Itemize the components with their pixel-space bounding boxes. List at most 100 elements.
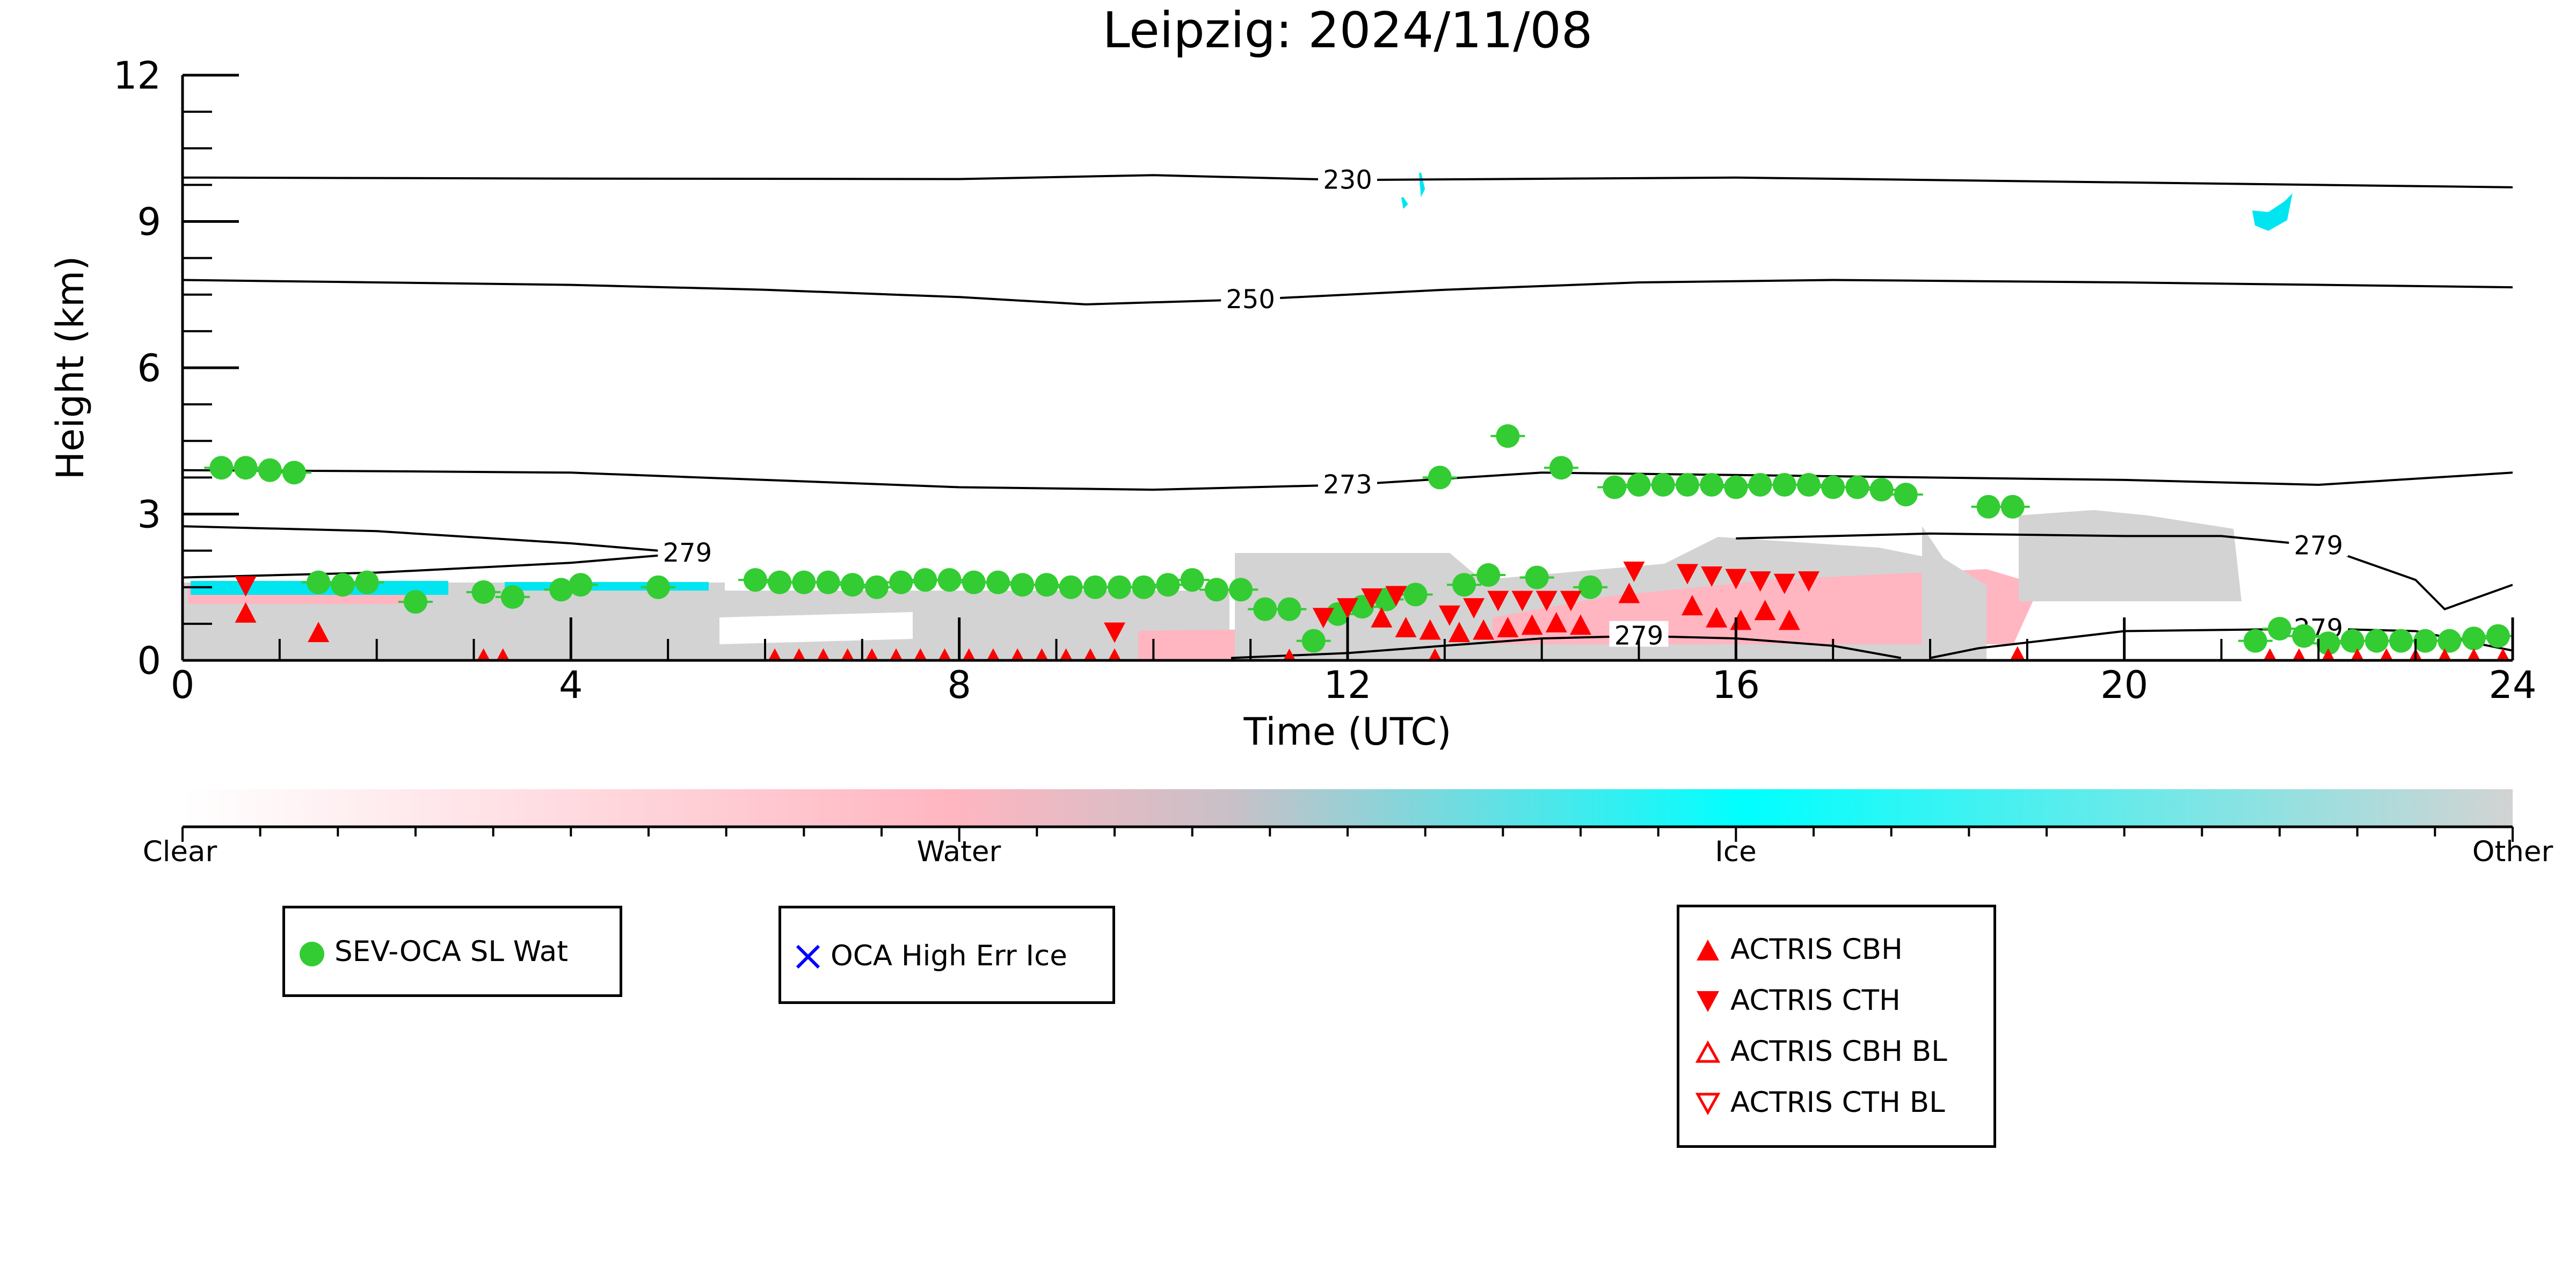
actris-cbh-bl-point — [496, 648, 510, 660]
sev-oca-sl-wat-point — [1894, 483, 1918, 507]
actris-cbh-bl-point — [792, 648, 806, 660]
sev-oca-sl-wat-point — [500, 585, 525, 609]
actris-cbh-point — [1570, 614, 1591, 635]
actris-cbh-point — [235, 602, 257, 623]
x-tick-label: 16 — [1712, 663, 1760, 707]
sev-oca-sl-wat-point — [1010, 573, 1035, 597]
sev-oca-sl-wat-point — [2292, 624, 2316, 648]
actris-cbh-bl-point — [1059, 648, 1073, 660]
actris-cbh-point — [1618, 583, 1640, 603]
legend-blue-x-marker — [796, 944, 820, 969]
legend-label-sev-oca: SEV-OCA SL Wat — [334, 935, 568, 968]
actris-cth-point — [1438, 605, 1460, 626]
colorbar-label-ice: Ice — [1715, 835, 1756, 868]
actris-cbh-point — [1681, 595, 1703, 616]
sev-oca-sl-wat-point — [2340, 629, 2364, 653]
actris-cth-point — [1312, 608, 1334, 629]
sev-oca-sl-wat-point — [864, 575, 889, 599]
sev-oca-sl-wat-point — [2243, 629, 2267, 653]
actris-cbh-bl-point — [2351, 648, 2364, 660]
sev-oca-sl-wat-point — [1229, 578, 1253, 602]
x-tick-label: 20 — [2100, 663, 2148, 707]
colorbar-label-clear: Clear — [143, 835, 217, 868]
sev-oca-sl-wat-point — [1277, 597, 1301, 621]
actris-cbh-bl-point — [1035, 648, 1049, 660]
sev-oca-sl-wat-point — [258, 458, 282, 482]
legend-actris: ACTRIS CBH ACTRIS CTH ACTRIS CBH BL ACTR… — [1677, 905, 1996, 1148]
contour-label-background — [2289, 530, 2348, 557]
sev-oca-sl-wat-point — [646, 575, 671, 599]
actris-cth-point — [1623, 561, 1645, 582]
sev-oca-sl-wat-point — [471, 580, 496, 604]
actris-cbh-bl-point — [768, 648, 782, 660]
y-tick-label: 6 — [137, 346, 161, 390]
sev-oca-sl-wat-point — [2364, 629, 2389, 653]
sev-oca-sl-wat-point — [1301, 629, 1326, 653]
x-tick-label: 12 — [1323, 663, 1371, 707]
legend-label-oca-high-err: OCA High Err Ice — [831, 940, 1067, 972]
mask-other-band-4 — [1922, 526, 1986, 660]
sev-oca-sl-wat-point — [1180, 568, 1204, 592]
actris-cbh-point — [1283, 649, 1296, 660]
sev-oca-sl-wat-point — [1724, 475, 1748, 499]
sev-oca-sl-wat-point — [1772, 473, 1796, 497]
legend-cbh-bl-marker — [1695, 1040, 1721, 1063]
actris-cbh-bl-point — [1108, 648, 1122, 660]
actris-cth-point — [1487, 591, 1509, 612]
actris-cbh-bl-point — [2379, 648, 2393, 660]
contour-line — [183, 174, 2513, 188]
actris-cbh-point — [1497, 616, 1519, 637]
legend-green-circle-marker — [300, 942, 324, 966]
sev-oca-sl-wat-point — [404, 590, 427, 614]
actris-cth-point — [1560, 591, 1582, 612]
sev-oca-sl-wat-point — [2268, 616, 2291, 641]
contour-line — [183, 279, 2513, 305]
legend-label-cth-bl: ACTRIS CTH BL — [1730, 1086, 1945, 1119]
mask-ice-upper-1 — [2252, 193, 2293, 231]
x-tick-label: 4 — [559, 663, 583, 707]
mask-clear-gaps — [719, 612, 913, 644]
sev-oca-sl-wat-point — [1525, 565, 1549, 590]
x-tick-label: 8 — [947, 663, 971, 707]
sev-oca-sl-wat-point — [1549, 456, 1573, 480]
sev-oca-sl-wat-point — [2437, 629, 2462, 653]
actris-cbh-bl-point — [2263, 648, 2276, 660]
sev-oca-sl-wat-point — [1675, 473, 1699, 497]
contour-label-background — [1318, 470, 1377, 496]
actris-cbh-bl-point — [938, 648, 951, 660]
sev-oca-sl-wat-point — [307, 570, 331, 594]
legend-label-cth: ACTRIS CTH — [1730, 984, 1901, 1017]
y-tick-label: 12 — [113, 54, 161, 98]
colorbar-label-other: Other — [2472, 835, 2553, 868]
contour-label-background — [1221, 284, 1280, 310]
contour-label: 279 — [663, 538, 712, 568]
mask-ice-upper-2 — [1401, 172, 1425, 209]
contour-label-background — [658, 538, 717, 564]
sev-oca-sl-wat-point — [2000, 494, 2025, 519]
sev-oca-sl-wat-point — [1204, 578, 1228, 602]
actris-cbh-point — [1706, 607, 1728, 628]
actris-cbh-bl-point — [2467, 648, 2480, 660]
actris-cbh-point — [1545, 612, 1567, 632]
actris-cbh-point — [1473, 619, 1495, 640]
sev-oca-sl-wat-point — [1476, 563, 1501, 587]
legend-cbh-marker — [1697, 940, 1719, 960]
sev-oca-sl-wat-point — [1403, 583, 1428, 607]
actris-cbh-bl-point — [2496, 648, 2509, 660]
actris-cth-point — [1798, 571, 1820, 592]
sev-oca-sl-wat-point — [840, 573, 864, 597]
sev-oca-sl-wat-point — [2413, 629, 2437, 653]
contour-label: 279 — [2294, 531, 2344, 561]
sev-oca-sl-wat-point — [209, 456, 234, 480]
actris-cbh-point — [1395, 616, 1417, 637]
sev-oca-sl-wat-point — [1845, 475, 1869, 499]
sev-oca-sl-wat-point — [1748, 473, 1772, 497]
actris-cth-point — [1773, 573, 1795, 594]
actris-cbh-bl-point — [477, 648, 490, 660]
sev-oca-sl-wat-point — [913, 568, 937, 592]
actris-cth-point — [1749, 571, 1771, 592]
colorbar-ticks — [181, 827, 2514, 842]
actris-cbh-bl-point — [2438, 648, 2451, 660]
sev-oca-sl-wat-point — [937, 568, 962, 592]
actris-cth-point — [1385, 586, 1407, 607]
